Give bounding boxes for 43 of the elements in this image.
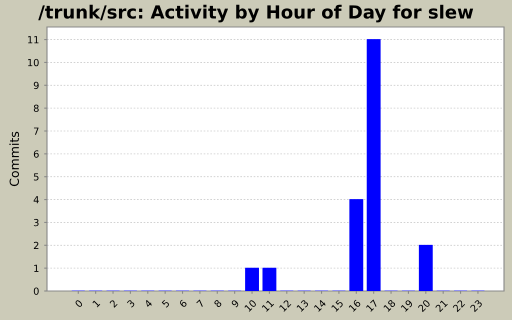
bar (366, 39, 381, 291)
x-tick-label: 19 (400, 299, 414, 312)
y-tick-label: 10 (28, 58, 39, 66)
x-tick-label: 22 (452, 299, 466, 312)
x-tick-label: 6 (178, 299, 188, 308)
x-tick-label: 17 (366, 299, 378, 312)
x-tick-label: 4 (144, 299, 153, 308)
x-tick-label: 13 (296, 299, 309, 312)
bar (349, 199, 364, 291)
y-tick-label: 7 (34, 128, 39, 135)
x-tick-label: 5 (162, 299, 170, 308)
chart-title: /trunk/src: Activity by Hour of Day for slew (38, 4, 474, 22)
y-tick-label: 3 (34, 218, 39, 226)
y-tick-label: 4 (34, 196, 39, 204)
x-tick-label: 1 (92, 299, 100, 308)
x-tick-label: 21 (435, 299, 448, 312)
y-tick-label: 9 (34, 82, 39, 90)
bar (418, 244, 433, 291)
y-tick-label: 6 (34, 150, 39, 158)
x-tick-label: 20 (418, 299, 431, 312)
y-tick-label: 11 (28, 36, 38, 44)
y-axis-title: Commits (9, 132, 20, 186)
x-tick-label: 8 (214, 299, 222, 308)
x-tick-label: 14 (314, 299, 326, 312)
x-tick-label: 12 (278, 299, 292, 312)
bar (262, 268, 276, 291)
x-tick-label: 9 (230, 299, 240, 308)
y-tick-label: 0 (34, 287, 39, 295)
x-tick-label: 0 (74, 299, 84, 308)
y-tick-label: 5 (34, 173, 39, 181)
y-tick-label: 1 (34, 264, 38, 272)
y-tick-label: 8 (34, 104, 39, 112)
x-tick-label: 11 (262, 299, 274, 312)
x-tick-label: 18 (383, 299, 396, 312)
x-tick-label: 16 (348, 299, 362, 312)
x-tick-label: 23 (470, 299, 483, 312)
x-tick-label: 2 (109, 299, 118, 308)
y-tick-label: 2 (34, 242, 38, 249)
x-tick-label: 15 (331, 299, 344, 312)
x-tick-label: 7 (196, 299, 205, 308)
x-tick-label: 3 (126, 299, 136, 308)
x-tick-label: 10 (244, 299, 257, 312)
bar (245, 268, 259, 291)
